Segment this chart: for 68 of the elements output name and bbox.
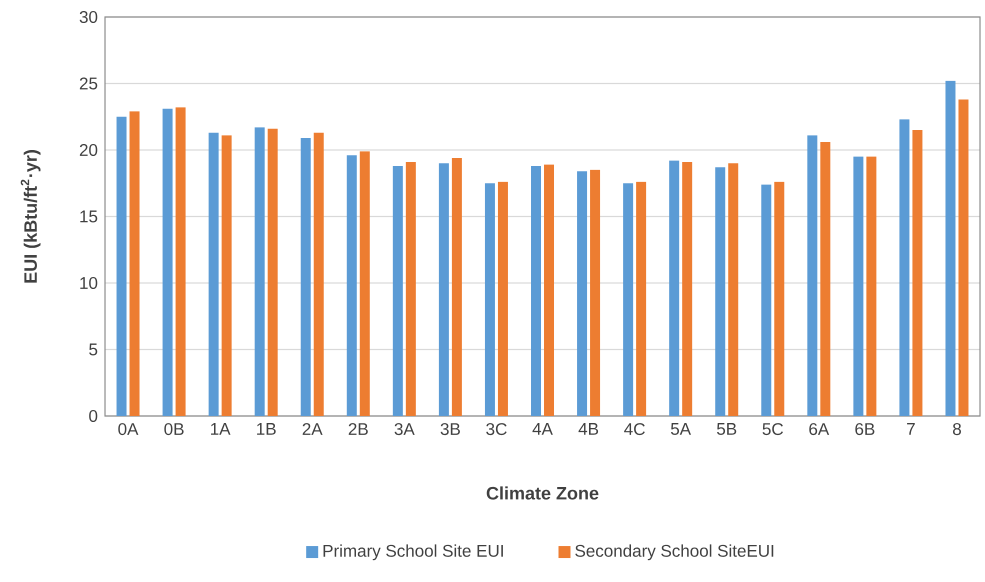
bar — [222, 135, 232, 416]
legend-label: Primary School Site EUI — [324, 544, 503, 560]
bar — [392, 166, 403, 416]
bar — [853, 156, 864, 416]
bar — [346, 155, 357, 416]
bar — [866, 156, 876, 416]
bar — [254, 127, 265, 416]
y-tick-label: 25 — [80, 77, 98, 90]
bar — [268, 128, 278, 416]
bar — [208, 132, 219, 416]
x-tick-label: 6A — [809, 423, 830, 436]
bar — [498, 182, 508, 416]
x-tick-label: 3C — [486, 423, 507, 436]
bar — [623, 183, 634, 416]
legend-label: Secondary School SiteEUI — [575, 544, 774, 560]
y-tick-label: 0 — [89, 410, 98, 422]
x-axis-title: Climate Zone — [486, 486, 598, 500]
x-tick-label: 6B — [855, 423, 874, 436]
bar — [116, 116, 127, 416]
bar — [360, 151, 370, 416]
x-tick-label: 4C — [624, 423, 645, 436]
bar — [162, 108, 173, 416]
bar — [761, 184, 772, 416]
x-tick-label: 8 — [953, 423, 961, 436]
bar — [406, 162, 416, 416]
y-tick-label: 20 — [80, 144, 98, 156]
x-tick-label: 1B — [257, 423, 276, 435]
bar — [531, 166, 542, 416]
bar — [176, 107, 186, 416]
x-tick-label: 5C — [762, 423, 783, 436]
bar — [682, 162, 692, 416]
bar — [130, 111, 140, 416]
bar — [807, 135, 818, 416]
x-tick-label: 4B — [578, 423, 598, 435]
bar — [636, 182, 646, 416]
bar — [300, 138, 311, 416]
bar — [590, 170, 600, 416]
y-tick-label: 10 — [80, 276, 98, 289]
bar — [912, 130, 922, 416]
x-tick-label: 5B — [717, 423, 736, 435]
y-tick-label: 5 — [89, 344, 98, 356]
y-tick-label: 15 — [80, 210, 98, 222]
x-tick-label: 5A — [670, 423, 692, 435]
bar — [774, 182, 784, 416]
x-tick-label: 2A — [302, 423, 323, 435]
bar — [544, 164, 554, 416]
x-tick-label: 4A — [532, 423, 553, 435]
x-tick-label: 0B — [164, 423, 184, 436]
x-tick-label: 0A — [118, 423, 138, 436]
x-tick-label: 3B — [440, 423, 460, 436]
x-tick-label: 7 — [907, 423, 915, 435]
x-tick-label: 2B — [348, 423, 368, 435]
bar — [715, 167, 726, 416]
x-tick-label: 1A — [211, 423, 230, 435]
y-tick-label: 30 — [80, 10, 98, 23]
bar — [820, 142, 830, 416]
bar — [577, 171, 588, 416]
bar — [958, 99, 968, 416]
bar — [314, 132, 324, 416]
bar — [452, 158, 462, 416]
bar — [669, 160, 680, 416]
bar — [899, 119, 910, 416]
bar — [945, 80, 956, 416]
bar — [728, 163, 738, 416]
bar — [484, 183, 495, 416]
x-tick-label: 3A — [394, 423, 415, 436]
y-axis-title: EUI (kBtu/ft$^{2}$·yr) — [20, 150, 41, 283]
bar — [438, 163, 449, 416]
